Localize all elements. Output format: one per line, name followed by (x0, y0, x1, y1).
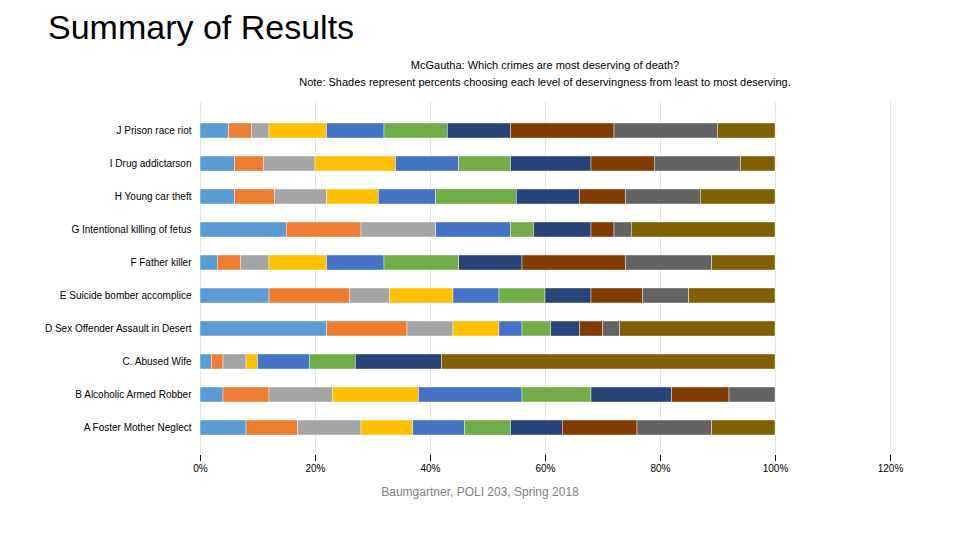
svg-text:D Sex Offender Assault in Dese: D Sex Offender Assault in Desert (45, 323, 192, 334)
svg-text:80%: 80% (650, 463, 670, 474)
html-text:Baumgartner, POLI 203, Spring: Baumgartner, POLI 203, Spring 2018 (381, 485, 579, 500)
html-text:McGautha: Which crimes are mos: McGautha: Which crimes are most deservin… (410, 59, 680, 72)
svg-text:100%: 100% (763, 463, 789, 474)
svg-text:G Intentional killing of fetus: G Intentional killing of fetus (71, 224, 191, 235)
svg-text:40%: 40% (420, 463, 440, 474)
svg-text:I Drug addictarson: I Drug addictarson (110, 158, 192, 169)
svg-text:F Father killer: F Father killer (130, 257, 192, 268)
svg-text:20%: 20% (305, 463, 325, 474)
svg-text:C. Abused Wife: C. Abused Wife (123, 356, 192, 367)
svg-text:E Suicide bomber accomplice: E Suicide bomber accomplice (60, 290, 192, 301)
svg-text:60%: 60% (535, 463, 555, 474)
svg-text:H Young car theft: H Young car theft (115, 191, 192, 202)
html-text:Note: Shades represent percent: Note: Shades represent percents choosing… (299, 75, 791, 88)
svg-text:B Alcoholic Armed Robber: B Alcoholic Armed Robber (75, 389, 192, 400)
svg-text:A Foster Mother Neglect: A Foster Mother Neglect (84, 422, 192, 433)
svg-text:J Prison race riot: J Prison race riot (116, 125, 191, 136)
svg-text:120%: 120% (878, 463, 904, 474)
svg-text:0%: 0% (193, 463, 208, 474)
html-text:Summary of Results: Summary of Results (48, 8, 355, 46)
